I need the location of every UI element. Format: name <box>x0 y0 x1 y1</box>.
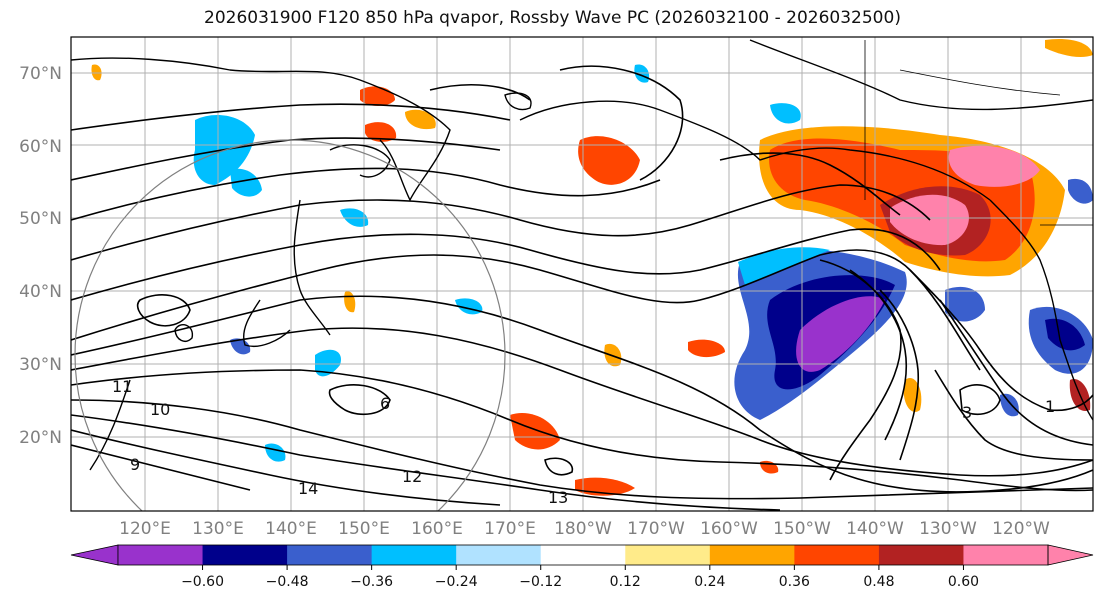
lat-label: 40°N <box>19 282 62 302</box>
map-title: 2026031900 F120 850 hPa qvapor, Rossby W… <box>204 8 901 28</box>
contour-label: 11 <box>112 377 132 396</box>
colorbar-tick-label: −0.48 <box>266 574 309 590</box>
lat-label: 30°N <box>19 355 62 375</box>
colorbar-swatch <box>371 545 457 565</box>
contour-label: 14 <box>298 479 318 498</box>
longitude-labels: 120°E 130°E 140°E 150°E 160°E 170°E 180°… <box>119 519 1050 539</box>
contour-label: 6 <box>380 394 390 413</box>
lat-label: 70°N <box>19 64 62 84</box>
colorbar-extend-right <box>1047 544 1094 566</box>
patch <box>604 343 622 367</box>
pos-anomaly-secondary <box>948 145 1040 187</box>
contour-label: 1 <box>1045 397 1055 416</box>
colorbar-swatch <box>963 545 1049 565</box>
borders <box>864 40 1093 226</box>
contour-label: 10 <box>150 400 170 419</box>
colorbar-frame <box>117 544 1049 566</box>
patch <box>91 64 102 81</box>
lon-label: 150°E <box>338 519 390 539</box>
patch <box>1068 178 1093 204</box>
contour-label: 3 <box>962 403 972 422</box>
colorbar-tick-label: −0.36 <box>350 574 393 590</box>
lon-label: 180°W <box>554 519 612 539</box>
colorbar-tick-label: 0.60 <box>948 574 979 590</box>
lon-label: 120°E <box>119 519 171 539</box>
patch <box>315 349 341 377</box>
lon-label: 160°E <box>411 519 463 539</box>
patch <box>634 64 650 83</box>
lon-label: 130°E <box>192 519 244 539</box>
neg-anomaly-edge <box>738 247 830 285</box>
lon-label: 120°W <box>992 519 1050 539</box>
colorbar-swatch <box>878 545 964 565</box>
patch <box>365 122 397 142</box>
patch <box>1000 393 1019 417</box>
neg-anomaly-max <box>796 296 885 372</box>
colorbar-swatch <box>709 545 795 565</box>
patch <box>578 136 640 185</box>
patch <box>1045 38 1093 58</box>
lon-label: 160°W <box>700 519 758 539</box>
patch <box>1045 318 1085 351</box>
lon-label: 170°W <box>627 519 685 539</box>
patch <box>945 286 985 322</box>
colorbar-tick-label: −0.60 <box>181 574 224 590</box>
map-content: 11 12 13 14 6 3 1 9 10 <box>71 37 1093 511</box>
colorbar-tick-label: 0.36 <box>779 574 810 590</box>
height-contours <box>71 65 1093 511</box>
patch <box>405 109 436 130</box>
patch <box>770 103 801 124</box>
colorbar-tick-label: 0.12 <box>610 574 641 590</box>
patch <box>688 339 725 358</box>
map-panel <box>71 37 1093 511</box>
contour-label: 13 <box>548 488 568 507</box>
lat-label: 50°N <box>19 209 62 229</box>
colorbar-swatch <box>118 545 204 565</box>
contour-label: 12 <box>402 467 422 486</box>
region-circle <box>74 139 506 511</box>
contour-label: 9 <box>130 455 140 474</box>
colorbar-extend-left <box>70 544 119 566</box>
colorbar-swatch <box>287 545 373 565</box>
patch <box>903 378 922 412</box>
colorbar-swatch <box>625 545 711 565</box>
colorbar-swatch <box>456 545 542 565</box>
colorbar: −0.60 −0.48 −0.36 −0.24 −0.12 0.12 0.24 0.36 0.4… <box>70 544 1094 590</box>
anomaly-fill-layer <box>91 38 1093 496</box>
patch <box>230 338 251 355</box>
colorbar-swatch <box>540 545 626 565</box>
lat-label: 20°N <box>19 428 62 448</box>
colorbar-tick-label: −0.12 <box>519 574 562 590</box>
latitude-labels: 70°N 60°N 50°N 40°N 30°N 20°N <box>19 64 62 448</box>
colorbar-tick-label: 0.48 <box>863 574 894 590</box>
colorbar-tick-label: −0.24 <box>435 574 478 590</box>
lon-label: 130°W <box>919 519 977 539</box>
coastlines <box>71 39 1093 471</box>
contour-label-group: 11 12 13 14 6 3 1 9 10 <box>112 377 1055 507</box>
lon-label: 140°E <box>265 519 317 539</box>
lon-label: 140°W <box>846 519 904 539</box>
colorbar-swatch <box>794 545 880 565</box>
lat-label: 60°N <box>19 137 62 157</box>
map-frame <box>70 36 1094 512</box>
colorbar-tick-label: 0.24 <box>694 574 725 590</box>
patch <box>230 168 262 197</box>
lon-label: 170°E <box>484 519 536 539</box>
colorbar-swatch <box>202 545 288 565</box>
lon-label: 150°W <box>773 519 831 539</box>
patch <box>510 412 560 450</box>
